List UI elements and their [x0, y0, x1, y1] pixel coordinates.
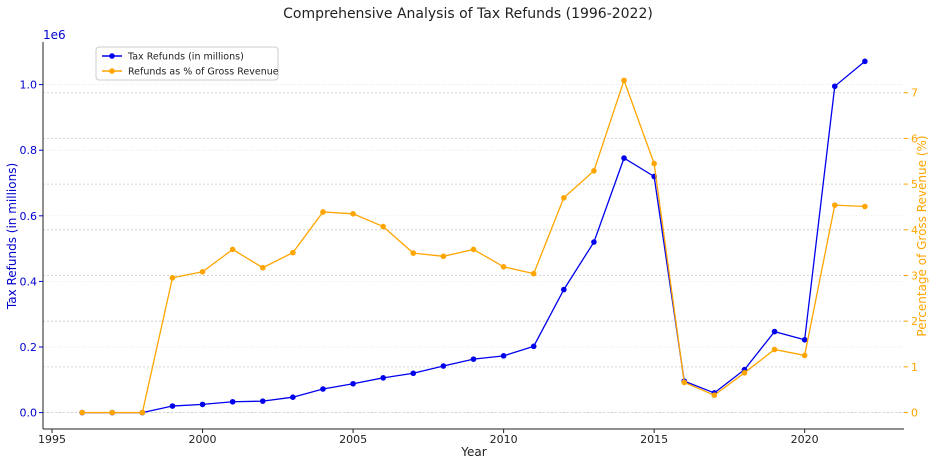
- left-y-tick-label: 1.0: [20, 79, 38, 92]
- x-tick-label: 2000: [189, 433, 217, 446]
- right-y-tick-label: 3: [911, 269, 918, 282]
- data-point-tax-refunds-2003: [290, 394, 296, 400]
- data-point-tax-refunds-2000: [199, 401, 206, 408]
- data-point-tax-refunds-2010: [500, 353, 507, 359]
- data-point-refund-percentage-2009: [470, 246, 477, 253]
- axes: 1995 2000 2005 2010 2015 20200.00.20.40.60.81…: [20, 42, 918, 446]
- data-point-refund-percentage-2014: [621, 77, 627, 84]
- data-point-tax-refunds-2007: [410, 370, 417, 377]
- data-point-tax-refunds-2011: [530, 343, 537, 350]
- legend-marker-refund-percentage: [109, 68, 115, 74]
- gridlines: [43, 84, 904, 413]
- right-y-axis-title: Percentage of Gross Revenue (%): [915, 135, 929, 336]
- data-point-tax-refunds-2006: [380, 375, 386, 381]
- left-y-tick-label: 0.6: [20, 210, 38, 223]
- data-point-refund-percentage-2018: [741, 370, 748, 376]
- legend-label-tax-refunds: Tax Refunds (in millions): [127, 52, 244, 63]
- data-point-refund-percentage-2006: [380, 223, 386, 230]
- right-y-tick-label: 7: [911, 87, 918, 100]
- data-point-tax-refunds-2014: [621, 155, 627, 161]
- data-point-tax-refunds-2009: [470, 356, 477, 362]
- data-point-refund-percentage-2008: [440, 253, 447, 260]
- x-tick-label: 2010: [490, 433, 518, 446]
- left-y-tick-label: 0.2: [20, 341, 38, 354]
- data-point-refund-percentage-2021: [831, 202, 838, 208]
- data-point-tax-refunds-2019: [771, 328, 778, 335]
- x-tick-label: 2020: [791, 433, 819, 446]
- right-y-tick-label: 5: [911, 178, 918, 191]
- data-point-refund-percentage-1996: [79, 409, 85, 416]
- data-point-tax-refunds-2012: [561, 286, 567, 293]
- left-y-axis-title: Tax Refunds (in millions): [5, 163, 19, 310]
- legend: Tax Refunds (in millions) Refunds as % o…: [95, 46, 279, 81]
- left-y-tick-label: 0.0: [20, 407, 38, 420]
- data-point-tax-refunds-2001: [229, 398, 236, 405]
- data-point-refund-percentage-2016: [681, 379, 688, 386]
- data-point-tax-refunds-2013: [591, 239, 597, 245]
- right-y-tick-label: 0: [911, 407, 918, 420]
- data-point-refund-percentage-2022: [862, 203, 868, 210]
- chart-title: Comprehensive Analysis of Tax Refunds (1…: [283, 6, 653, 22]
- data-point-refund-percentage-2003: [290, 249, 296, 256]
- data-point-refund-percentage-2004: [320, 209, 326, 215]
- legend-label-refund-percentage: Refunds as % of Gross Revenue: [128, 67, 279, 78]
- data-point-tax-refunds-2021: [831, 83, 838, 90]
- data-point-tax-refunds-2005: [350, 380, 356, 387]
- right-y-tick-label: 6: [911, 132, 918, 145]
- data-point-refund-percentage-2012: [561, 195, 567, 201]
- legend-box: [95, 46, 279, 81]
- data-point-refund-percentage-1998: [139, 409, 146, 416]
- x-tick-label: 2015: [640, 433, 668, 446]
- data-point-refund-percentage-1999: [169, 274, 176, 281]
- x-axis-title: Year: [460, 445, 486, 459]
- data-point-tax-refunds-2002: [259, 398, 266, 404]
- data-point-tax-refunds-2020: [801, 336, 808, 343]
- data-point-tax-refunds-2022: [862, 58, 868, 65]
- data-point-tax-refunds-2004: [320, 386, 326, 392]
- series-line-refund-percentage: [82, 78, 865, 414]
- left-y-tick-label: 0.4: [20, 275, 38, 288]
- data-point-refund-percentage-2017: [711, 392, 718, 398]
- data-point-refund-percentage-2011: [530, 270, 537, 277]
- right-y-tick-label: 1: [911, 361, 918, 374]
- data-point-refund-percentage-2010: [500, 264, 507, 270]
- data-point-refund-percentage-2005: [350, 211, 356, 217]
- data-point-refund-percentage-2002: [259, 264, 266, 271]
- right-y-tick-label: 4: [911, 224, 918, 237]
- data-point-refund-percentage-2015: [651, 160, 657, 167]
- left-y-tick-label: 0.8: [20, 144, 38, 157]
- left-axis-offset-label: 1e6: [43, 28, 66, 42]
- data-point-tax-refunds-2008: [440, 363, 447, 369]
- data-point-refund-percentage-2007: [410, 250, 417, 256]
- data-point-refund-percentage-2013: [591, 168, 597, 174]
- data-point-refund-percentage-2019: [771, 346, 778, 353]
- data-point-refund-percentage-2000: [199, 269, 206, 275]
- series-layer: [79, 58, 868, 416]
- data-point-tax-refunds-1999: [169, 403, 176, 409]
- x-tick-label: 2005: [339, 433, 367, 446]
- right-y-tick-label: 2: [911, 315, 918, 328]
- data-point-refund-percentage-2001: [229, 246, 236, 253]
- legend-marker-tax-refunds: [109, 53, 115, 59]
- data-point-refund-percentage-2020: [801, 352, 808, 359]
- data-point-refund-percentage-1997: [109, 409, 116, 416]
- x-tick-label: 1995: [38, 433, 66, 446]
